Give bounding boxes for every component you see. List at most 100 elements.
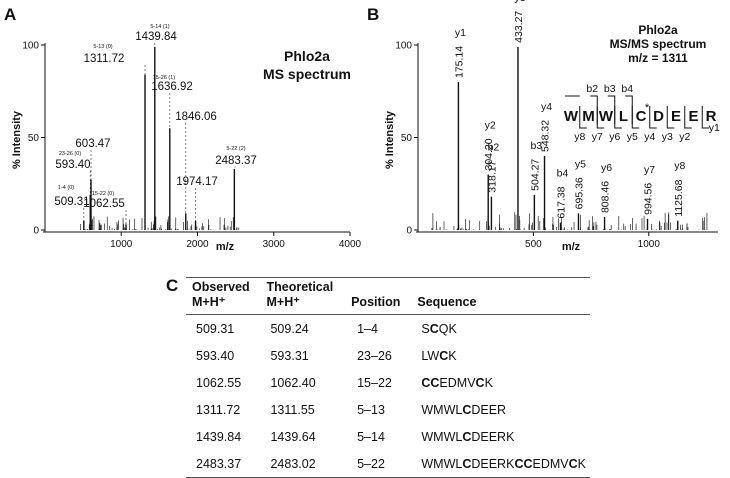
x-tick-label: 3000 (263, 239, 286, 250)
sequence-residue: W (564, 108, 579, 125)
peak-mz-label: 1974.17 (176, 176, 218, 188)
panel-a-xlabel: m/z (216, 241, 235, 253)
sequence-cell: WMWLCDEERK (411, 423, 590, 450)
peak-mz-label: 695.36 (573, 177, 585, 209)
sequence-fragment: S (421, 322, 429, 336)
x-tick-label: 1000 (638, 239, 661, 250)
peak-mz-label: 1125.68 (673, 179, 685, 216)
ion-label: y8 (674, 160, 685, 172)
sequence-residue: E (688, 108, 698, 125)
peak-mz-label: 617.38 (555, 186, 567, 218)
position-cell: 1–4 (345, 315, 411, 343)
sequence-cell: SCQK (411, 315, 590, 343)
y-ion-label: y1 (709, 122, 720, 134)
sequence-fragment: WMWL (421, 430, 462, 444)
peak-mz-label: 1311.72 (84, 53, 125, 65)
peak-mz-label: 593.40 (55, 159, 90, 171)
ion-label: b4 (557, 168, 569, 180)
sequence-fragment: K (485, 376, 493, 390)
noise-peaks (432, 212, 711, 230)
y-tick-label: 0 (33, 226, 39, 237)
peak-tag: 5-14 (1) (150, 24, 169, 30)
peak-mz-label: 994.56 (643, 183, 655, 215)
ion-label: y2 (485, 120, 496, 132)
cysteine-residue: C (569, 457, 578, 471)
observed-cell: 593.40 (186, 342, 260, 369)
panel-a-subtitle: MS spectrum (263, 66, 351, 82)
theoretical-cell: 509.24 (260, 315, 345, 343)
sequence-fragment: QK (439, 322, 457, 336)
peak-mz-label: 175.14 (453, 46, 465, 78)
position-cell: 5–13 (345, 396, 411, 423)
theoretical-cell: 1311.55 (260, 396, 345, 423)
peak-mz-label: 603.47 (75, 138, 110, 150)
x-tick-label: 1000 (110, 239, 133, 250)
position-cell: 23–26 (345, 342, 411, 369)
y-tick-label: 50 (401, 133, 413, 144)
observed-cell: 1062.55 (186, 369, 260, 396)
sequence-fragment: DEERK (471, 430, 514, 444)
y-ion-label: y4 (644, 131, 655, 143)
panel-c-letter: C (166, 276, 178, 295)
cysteine-residue: C (476, 376, 485, 390)
x-tick-label: 500 (525, 239, 542, 250)
theoretical-cell: 593.31 (260, 342, 345, 369)
sequence-fragment: DEERK (471, 457, 514, 471)
sequence-fragment: K (448, 349, 456, 363)
ion-label: y6 (601, 162, 612, 174)
observed-cell: 1439.84 (186, 423, 260, 450)
peak-mz-label: 1062.55 (83, 198, 125, 210)
sequence-fragment: WMWL (421, 403, 462, 417)
x-tick-label: 4000 (339, 239, 362, 250)
ion-label: y4 (541, 101, 552, 113)
panel-b-subtitle2: m/z = 1311 (628, 51, 688, 65)
cysteine-residue: C (462, 457, 471, 471)
sequence-cell: WMWLCDEERKCCEDMVCK (411, 450, 590, 478)
col-sequence: Sequence (411, 278, 590, 315)
panel-a-title: Phlo2a (284, 48, 330, 64)
panel-b-subtitle: MS/MS spectrum (610, 37, 707, 51)
y-ion-label: y8 (574, 131, 585, 143)
panel-a-letter: A (4, 5, 16, 24)
x-tick-label: 2000 (186, 239, 209, 250)
ion-label: y1 (455, 27, 466, 39)
sequence-residue: D (653, 108, 664, 125)
sequence-fragment: EDMV (439, 376, 475, 390)
sequence-residue: E (671, 108, 681, 125)
peak-tag: 15-22 (0) (92, 191, 114, 197)
col-position: Position (345, 278, 411, 315)
cysteine-residue: CC (514, 457, 532, 471)
ion-label: b2 (488, 142, 500, 154)
sequence-cell: CCEDMVCK (411, 369, 590, 396)
peak-tag: 5-22 (2) (226, 146, 245, 152)
peak-mz-label: 318.17 (486, 160, 498, 192)
modification-mark: * (645, 102, 650, 114)
y-ion-label: y5 (627, 131, 638, 143)
sequence-fragment: K (578, 457, 586, 471)
peak-mz-label: 1846.06 (175, 111, 217, 123)
observed-cell: 2483.37 (186, 450, 260, 478)
panel-b-letter: B (367, 5, 379, 24)
y-tick-label: 100 (395, 41, 412, 52)
cysteine-residue: C (462, 403, 471, 417)
peak-mz-label: 2483.37 (215, 155, 257, 167)
position-cell: 5–22 (345, 450, 411, 478)
sequence-fragment: LW (421, 349, 439, 363)
cysteine-residue: C (439, 349, 448, 363)
peak-mz-label: 808.46 (600, 181, 612, 213)
y-tick-label: 100 (22, 41, 39, 52)
cysteine-residue: CC (421, 376, 439, 390)
observed-cell: 1311.72 (186, 396, 260, 423)
y-tick-label: 0 (406, 226, 412, 237)
panel-b-xlabel: m/z (562, 241, 581, 253)
sequence-residue: W (599, 108, 614, 125)
peak-mz-label: 504.27 (529, 159, 541, 191)
y-ion-label: y7 (592, 131, 603, 143)
observed-cell: 509.31 (186, 315, 260, 343)
y-tick-label: 50 (28, 133, 40, 144)
